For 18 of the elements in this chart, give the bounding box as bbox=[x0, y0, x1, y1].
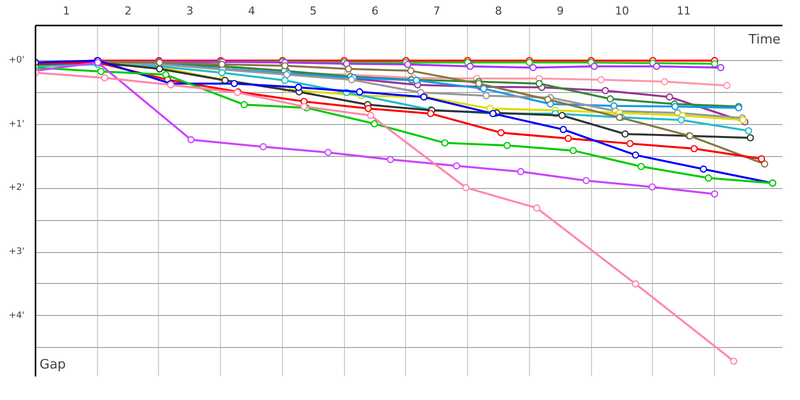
y-tick-label: +1' bbox=[8, 119, 25, 130]
x-tick-label: 1 bbox=[62, 4, 70, 18]
x-tick-label: 2 bbox=[124, 4, 132, 18]
x-axis-title: Time bbox=[748, 32, 781, 48]
x-tick-label: 10 bbox=[614, 4, 629, 18]
y-tick-label: +4' bbox=[8, 310, 25, 321]
y-tick-label: +3' bbox=[8, 247, 25, 258]
x-tick-label: 11 bbox=[676, 4, 691, 18]
x-tick-label: 3 bbox=[186, 4, 194, 18]
x-tick-label: 4 bbox=[248, 4, 256, 18]
y-tick-label: +0' bbox=[8, 56, 25, 66]
x-tick-label: 7 bbox=[433, 4, 440, 18]
x-tick-label: 8 bbox=[495, 4, 502, 18]
y-tick-label: +2' bbox=[8, 183, 25, 194]
x-tick-label: 9 bbox=[556, 4, 564, 18]
x-tick-label: 5 bbox=[310, 4, 317, 18]
x-tick-label: 6 bbox=[372, 4, 379, 18]
y-axis-title: Gap bbox=[40, 358, 66, 372]
